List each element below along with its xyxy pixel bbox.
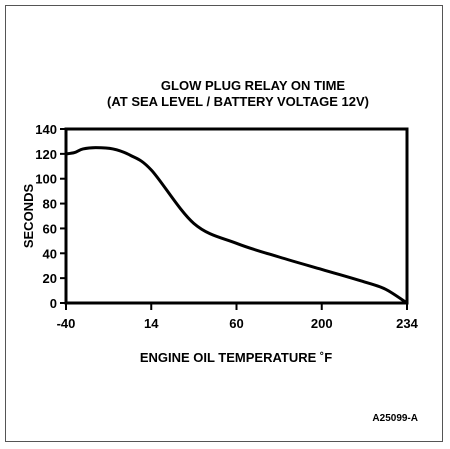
chart-title: GLOW PLUG RELAY ON TIME bbox=[161, 78, 346, 93]
y-tick-label: 40 bbox=[43, 246, 57, 261]
y-tick-label: 0 bbox=[50, 296, 57, 311]
x-tick-label: 200 bbox=[311, 316, 333, 331]
x-tick-label: -40 bbox=[57, 316, 76, 331]
x-tick-label: 14 bbox=[144, 316, 159, 331]
chart-subtitle: (AT SEA LEVEL / BATTERY VOLTAGE 12V) bbox=[107, 94, 369, 109]
x-tick-label: 234 bbox=[396, 316, 418, 331]
y-tick-label: 20 bbox=[43, 271, 57, 286]
x-axis-label: ENGINE OIL TEMPERATURE ˚F bbox=[140, 350, 332, 365]
x-tick-label: 60 bbox=[229, 316, 243, 331]
y-axis-label: SECONDS bbox=[21, 184, 36, 249]
y-tick-label: 60 bbox=[43, 221, 57, 236]
x-axis: -40 14 60 200 234 bbox=[57, 303, 419, 331]
figure-frame bbox=[5, 5, 443, 442]
plot-border bbox=[64, 127, 409, 305]
y-tick-label: 100 bbox=[35, 172, 57, 187]
y-tick-label: 80 bbox=[43, 197, 57, 212]
series-line bbox=[64, 146, 409, 305]
y-axis: 0 20 40 60 80 100 120 140 bbox=[35, 122, 66, 311]
plot-area bbox=[64, 127, 409, 305]
figure-id: A25099-A bbox=[372, 413, 418, 424]
y-tick-label: 120 bbox=[35, 147, 57, 162]
y-tick-label: 140 bbox=[35, 122, 57, 137]
